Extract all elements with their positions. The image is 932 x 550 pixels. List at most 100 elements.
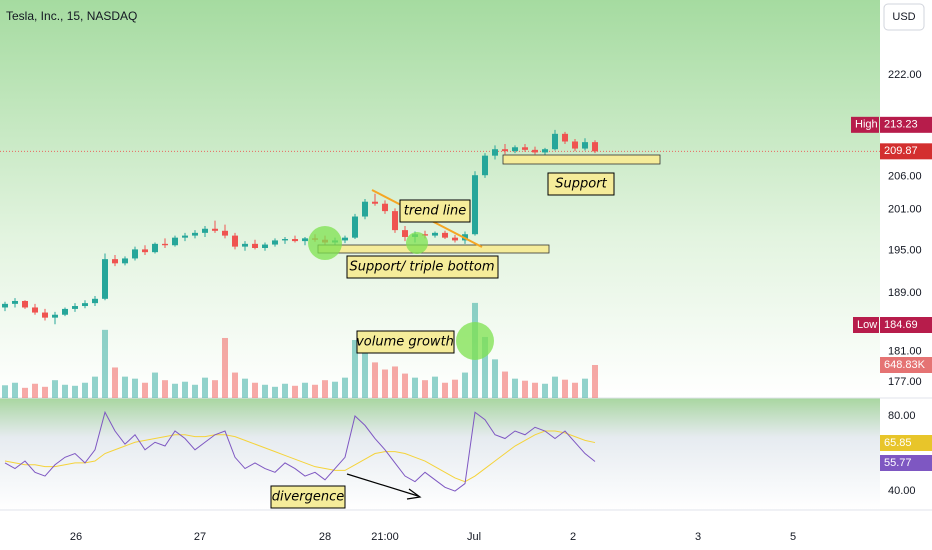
volume-bar — [122, 376, 128, 398]
candle-body — [582, 142, 588, 149]
label-box — [270, 485, 346, 509]
volume-bar — [52, 380, 58, 398]
candle-body — [572, 141, 578, 149]
candle-body — [472, 175, 478, 235]
candle-body — [292, 239, 298, 242]
volume-bar — [412, 377, 418, 398]
candle-body — [162, 243, 168, 246]
high-value-tag — [880, 116, 932, 133]
low-value: 184.69 — [884, 319, 918, 331]
x-tick-label: 2 — [570, 531, 576, 543]
volume-bar — [422, 380, 428, 398]
volume-bar — [322, 380, 328, 398]
label-box — [547, 172, 615, 196]
rsi-ma-last-tag — [880, 435, 932, 451]
volume-last-tag — [880, 357, 932, 373]
volume-bar — [112, 367, 118, 398]
rsi-tick-label: 80.00 — [888, 410, 916, 422]
volume-bar — [492, 359, 498, 398]
y-tick-label: 177.00 — [888, 376, 922, 388]
candle-body — [392, 211, 398, 231]
candle-body — [252, 243, 258, 249]
currency-button[interactable] — [883, 3, 925, 31]
volume-bar — [402, 373, 408, 398]
annotation: divergence — [272, 490, 345, 505]
annotation: trend line — [404, 204, 467, 219]
chart-title: Tesla, Inc., 15, NASDAQ — [6, 9, 137, 23]
last-price-tag — [880, 143, 932, 160]
volume-bar — [292, 385, 298, 398]
candle-body — [72, 306, 78, 309]
volume-bar — [142, 382, 148, 398]
high-value: 213.23 — [884, 119, 918, 131]
volume-bar — [252, 382, 258, 398]
candle-body — [492, 149, 498, 156]
volume-bar — [232, 372, 238, 398]
candle-body — [222, 230, 228, 236]
rsi-last: 55.77 — [884, 457, 912, 469]
candle-body — [52, 314, 58, 318]
volume-bar — [22, 387, 28, 398]
annotations: trend line Support/ triple bottom volume… — [270, 154, 661, 509]
volume-bar — [262, 384, 268, 398]
volume-bar — [352, 340, 358, 398]
volume-bar — [332, 381, 338, 398]
volume-bar — [202, 377, 208, 398]
candle-body — [2, 303, 8, 308]
volume-bar — [222, 337, 228, 398]
y-tick-label: 189.00 — [888, 287, 922, 299]
candle-body — [452, 237, 458, 241]
candle-body — [102, 259, 108, 299]
support-zone — [502, 154, 661, 165]
volume-bar — [572, 382, 578, 398]
highlight-circle — [308, 226, 342, 260]
highlight-circle — [406, 232, 428, 254]
candle-body — [272, 240, 278, 245]
rsi-line — [4, 410, 596, 492]
last-price: 209.87 — [884, 145, 918, 157]
candle-body — [502, 149, 508, 152]
candle-body — [562, 133, 568, 142]
rsi-ma-last: 65.85 — [884, 437, 912, 449]
volume-bar — [372, 362, 378, 398]
volume-bar — [362, 352, 368, 398]
candle-body — [42, 312, 48, 318]
high-name-tag — [851, 116, 879, 133]
volume-bar — [242, 378, 248, 398]
candle-body — [522, 147, 528, 150]
volume-bar — [452, 379, 458, 398]
x-tick-label: 5 — [790, 531, 796, 543]
currency[interactable]: USD — [892, 11, 915, 23]
candle-body — [142, 249, 148, 253]
x-tick-label: 26 — [70, 531, 82, 543]
volume-bar — [552, 376, 558, 398]
volume-bar — [522, 380, 528, 398]
candle-body — [132, 249, 138, 259]
candle-body — [342, 237, 348, 241]
volume-bar — [512, 378, 518, 398]
low-value-tag — [880, 317, 932, 333]
volume-bar — [542, 383, 548, 398]
volume-bar — [272, 386, 278, 398]
candle-body — [432, 232, 438, 236]
candle-body — [422, 234, 428, 236]
candle-body — [552, 133, 558, 150]
rsi-last-tag — [880, 455, 932, 471]
candle-body — [442, 232, 448, 238]
annotation: Support — [555, 177, 607, 192]
candle-body — [192, 232, 198, 236]
y-tick-label: 195.00 — [888, 245, 922, 257]
candle-body — [362, 201, 368, 217]
candle-body — [372, 201, 378, 204]
volume-bar — [132, 378, 138, 398]
candle-body — [122, 258, 128, 264]
candle-body — [112, 259, 118, 264]
x-tick-label: 21:00 — [371, 531, 399, 543]
y-tick-label: 201.00 — [888, 204, 922, 216]
volume-bar — [342, 377, 348, 398]
volume-bar — [532, 382, 538, 398]
divergence-arrow — [346, 473, 419, 497]
volume-bar — [72, 385, 78, 398]
volume-bar — [302, 382, 308, 398]
